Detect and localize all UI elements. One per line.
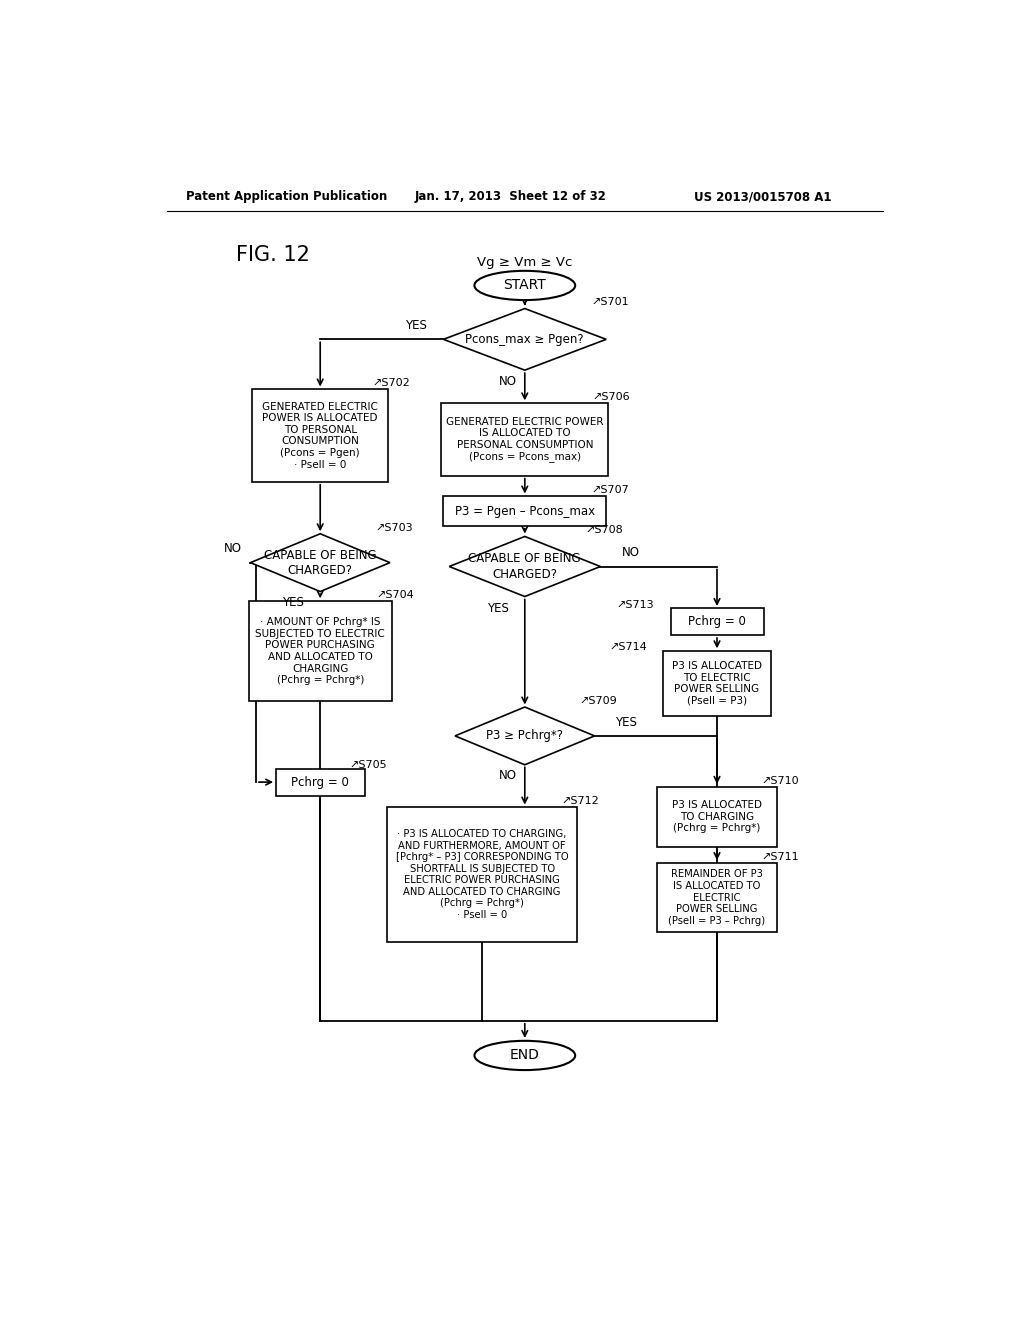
Text: REMAINDER OF P3
IS ALLOCATED TO
ELECTRIC
POWER SELLING
(Psell = P3 – Pchrg): REMAINDER OF P3 IS ALLOCATED TO ELECTRIC… [669,870,766,925]
Text: ↗S712: ↗S712 [562,796,599,807]
Text: Pcons_max ≥ Pgen?: Pcons_max ≥ Pgen? [466,333,584,346]
Text: · P3 IS ALLOCATED TO CHARGING,
AND FURTHERMORE, AMOUNT OF
[Pchrg* – P3] CORRESPO: · P3 IS ALLOCATED TO CHARGING, AND FURTH… [396,829,568,920]
Ellipse shape [474,1040,575,1071]
Text: ↗S702: ↗S702 [373,379,411,388]
Text: GENERATED ELECTRIC POWER
IS ALLOCATED TO
PERSONAL CONSUMPTION
(Pcons = Pcons_max: GENERATED ELECTRIC POWER IS ALLOCATED TO… [446,417,603,462]
Bar [663,651,771,717]
Text: ↗S701: ↗S701 [591,297,629,308]
Text: ↗S706: ↗S706 [593,392,631,403]
Bar [671,609,764,635]
Polygon shape [251,533,390,591]
Text: ↗S705: ↗S705 [349,760,387,770]
Text: YES: YES [406,319,427,333]
Text: GENERATED ELECTRIC
POWER IS ALLOCATED
TO PERSONAL
CONSUMPTION
(Pcons = Pgen)
· P: GENERATED ELECTRIC POWER IS ALLOCATED TO… [262,401,378,470]
Text: P3 IS ALLOCATED
TO CHARGING
(Pchrg = Pchrg*): P3 IS ALLOCATED TO CHARGING (Pchrg = Pch… [672,800,762,833]
Text: ↗S711: ↗S711 [762,851,800,862]
Text: NO: NO [499,375,517,388]
Text: ↗S707: ↗S707 [591,486,629,495]
Text: P3 IS ALLOCATED
TO ELECTRIC
POWER SELLING
(Psell = P3): P3 IS ALLOCATED TO ELECTRIC POWER SELLIN… [672,661,762,706]
Text: Pchrg = 0: Pchrg = 0 [291,776,349,788]
Text: ↗S704: ↗S704 [377,590,415,601]
Text: FIG. 12: FIG. 12 [237,244,310,264]
Text: YES: YES [486,602,509,615]
Text: ↗S703: ↗S703 [375,523,413,533]
Text: START: START [504,279,546,293]
Bar [252,389,388,482]
Text: · AMOUNT OF Pchrg* IS
SUBJECTED TO ELECTRIC
POWER PURCHASING
AND ALLOCATED TO
CH: · AMOUNT OF Pchrg* IS SUBJECTED TO ELECT… [255,618,385,685]
Text: YES: YES [283,597,304,610]
Text: Pchrg = 0: Pchrg = 0 [688,615,745,628]
Polygon shape [450,536,600,597]
Text: END: END [510,1048,540,1063]
Bar [657,863,777,932]
Text: ↗S709: ↗S709 [580,696,617,706]
Bar [275,768,365,796]
Text: NO: NO [224,543,242,556]
Text: CAPABLE OF BEING
CHARGED?: CAPABLE OF BEING CHARGED? [264,549,377,577]
Text: Patent Application Publication: Patent Application Publication [186,190,387,203]
Text: P3 = Pgen – Pcons_max: P3 = Pgen – Pcons_max [455,504,595,517]
Text: ↗S714: ↗S714 [609,643,647,652]
Text: NO: NO [499,770,517,783]
Text: US 2013/0015708 A1: US 2013/0015708 A1 [693,190,831,203]
Text: Jan. 17, 2013  Sheet 12 of 32: Jan. 17, 2013 Sheet 12 of 32 [415,190,606,203]
Text: P3 ≥ Pchrg*?: P3 ≥ Pchrg*? [486,730,563,742]
Text: ↗S708: ↗S708 [585,525,623,536]
Text: Vg ≥ Vm ≥ Vc: Vg ≥ Vm ≥ Vc [477,256,572,269]
Text: ↗S713: ↗S713 [616,601,654,610]
Text: YES: YES [614,715,637,729]
Bar [657,787,777,847]
Text: ↗S710: ↗S710 [762,776,800,785]
Bar [249,601,392,701]
Ellipse shape [474,271,575,300]
Bar [443,496,606,525]
Text: CAPABLE OF BEING
CHARGED?: CAPABLE OF BEING CHARGED? [469,553,581,581]
Polygon shape [455,708,595,764]
Bar [387,807,578,942]
Bar [441,403,608,477]
Polygon shape [443,309,606,370]
Text: NO: NO [622,546,640,560]
